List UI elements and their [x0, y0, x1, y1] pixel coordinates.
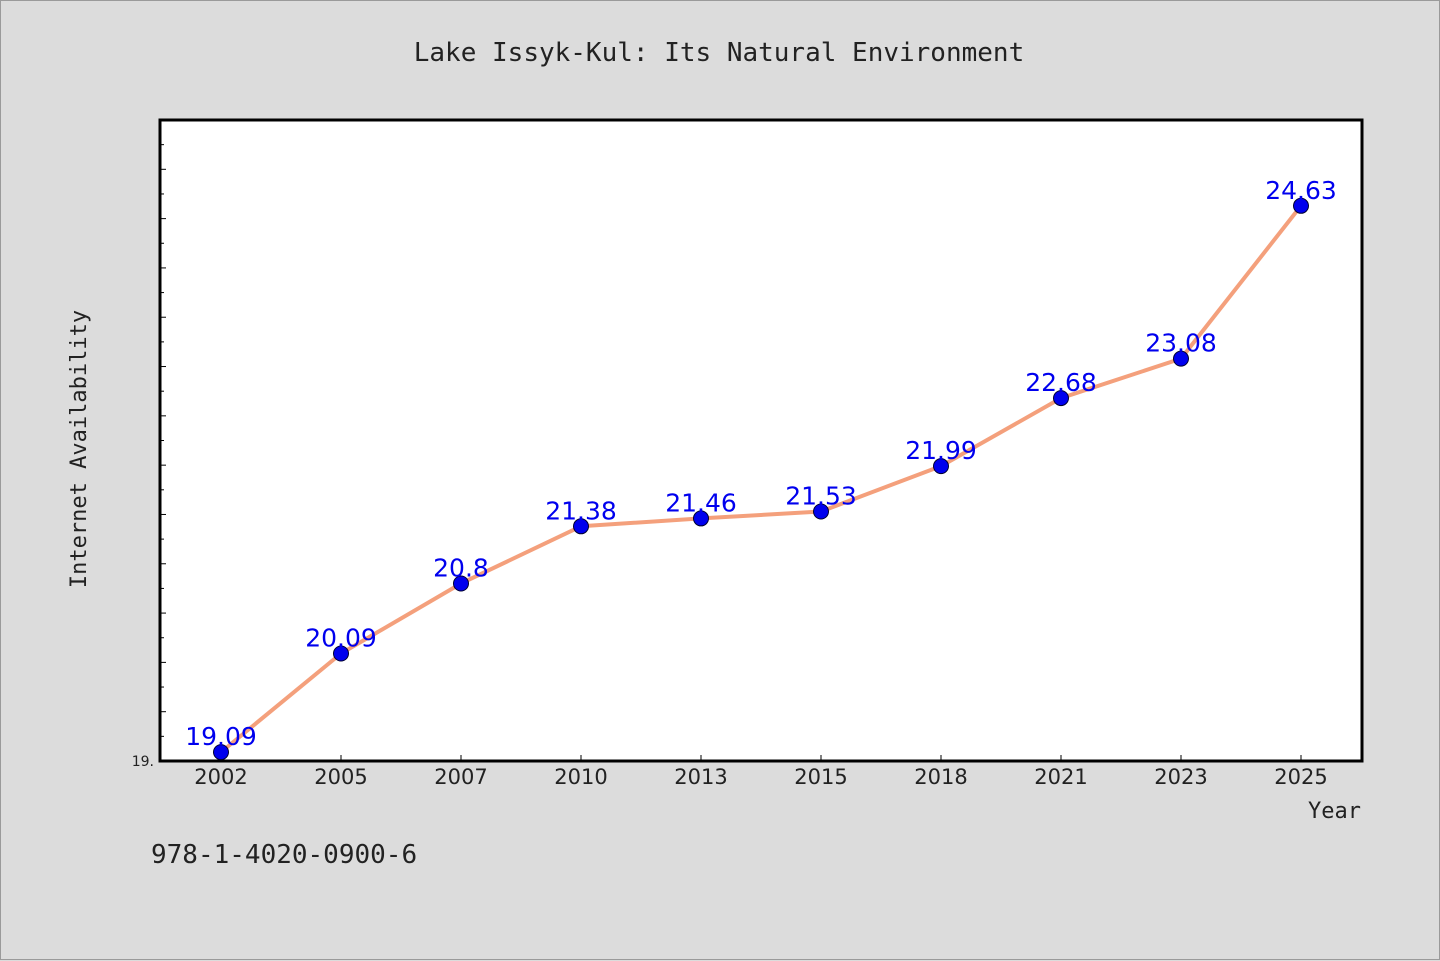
data-point	[813, 503, 829, 520]
x-tick-label: 2021	[1034, 765, 1087, 789]
chart-title: Lake Issyk-Kul: Its Natural Environment	[414, 38, 1024, 68]
x-axis-ticks: 2002 2005 2007 2010 2013 2015 2018 2021 2023 2025	[194, 755, 1328, 789]
x-axis-label: Year	[1308, 799, 1361, 824]
x-tick-label: 2002	[194, 765, 247, 789]
data-label: 21.46	[665, 488, 737, 517]
data-point	[333, 645, 349, 662]
data-point	[1173, 350, 1189, 367]
plot-area	[158, 118, 1364, 763]
data-point	[453, 575, 469, 592]
x-tick-label: 2015	[794, 765, 847, 789]
data-point	[693, 510, 709, 527]
data-label: 20.09	[305, 624, 377, 653]
data-label: 23.08	[1145, 329, 1217, 358]
y-axis-label: Internet Availability	[67, 310, 92, 588]
y-tick-label: 19.	[132, 754, 154, 770]
data-point	[1293, 197, 1309, 214]
data-label: 22.68	[1025, 368, 1097, 397]
isbn-footer: 978-1-4020-0900-6	[151, 840, 417, 870]
data-label: 21.53	[785, 482, 857, 511]
data-markers	[213, 197, 1309, 761]
x-tick-label: 2018	[914, 765, 967, 789]
series-line	[219, 204, 1303, 754]
x-tick-label: 2023	[1154, 765, 1207, 789]
data-point	[573, 518, 589, 535]
x-tick-label: 2025	[1274, 765, 1327, 789]
data-point	[1053, 390, 1069, 407]
data-label: 20.8	[433, 553, 489, 582]
x-tick-label: 2005	[314, 765, 367, 789]
data-label: 24.63	[1265, 176, 1337, 205]
data-labels: 19.09 20.09 20.8 21.38 21.46 21.53 21.99 22.68 2…	[185, 176, 1337, 751]
data-point	[933, 458, 949, 475]
x-tick-label: 2007	[434, 765, 487, 789]
data-label: 19.09	[185, 722, 257, 751]
data-label: 21.38	[545, 496, 617, 525]
data-point	[213, 744, 229, 761]
y-axis-ticks: 19.	[132, 119, 166, 770]
x-tick-label: 2010	[554, 765, 607, 789]
data-label: 21.99	[905, 436, 977, 465]
x-tick-label: 2013	[674, 765, 727, 789]
